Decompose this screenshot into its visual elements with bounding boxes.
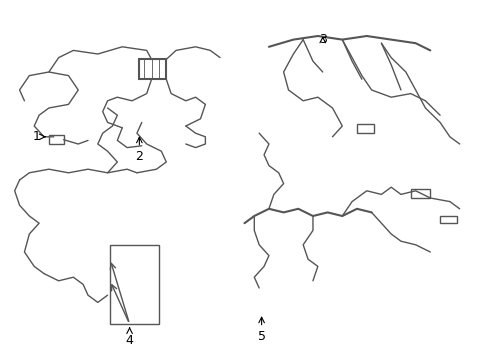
Text: 4: 4 [125,334,133,347]
Bar [139,59,166,79]
Bar [49,135,63,144]
Text: 3: 3 [318,33,326,46]
Text: 1: 1 [33,130,41,143]
Text: 2: 2 [135,150,143,163]
Bar [356,124,373,133]
Bar [110,245,159,324]
Bar [410,189,429,198]
Bar [439,216,456,223]
Text: 5: 5 [257,330,265,343]
